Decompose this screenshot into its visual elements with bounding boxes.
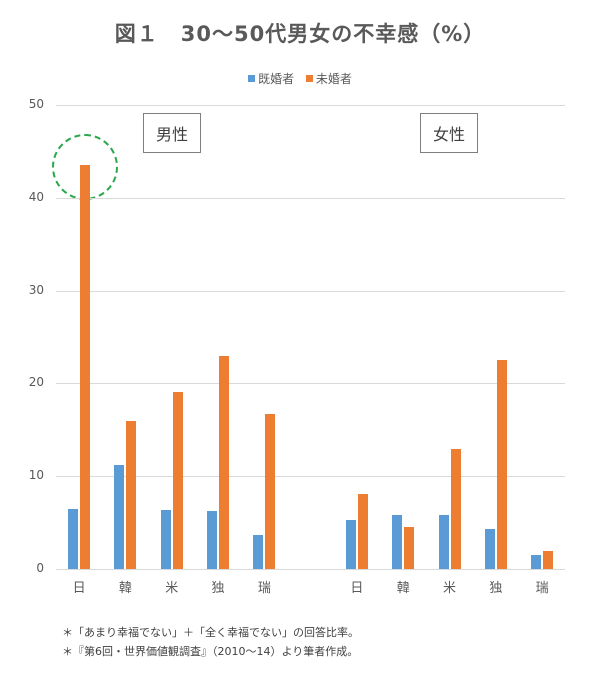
legend-swatch-married xyxy=(248,75,256,82)
bar-unmarried xyxy=(265,414,276,569)
gridline xyxy=(56,383,565,385)
y-tick-label: 30 xyxy=(28,282,44,297)
footnote-2: ＊『第6回・世界価値観調査』（2010〜14）より筆者作成。 xyxy=(62,645,359,658)
bar-unmarried xyxy=(126,421,137,569)
legend: 既婚者 未婚者 xyxy=(0,70,600,87)
bar-married xyxy=(160,509,171,569)
y-tick-label: 50 xyxy=(28,97,44,111)
legend-item-married: 既婚者 xyxy=(248,70,294,87)
chart-title: 図１ 30〜50代男女の不幸感（%） xyxy=(114,22,486,46)
x-tick-label: 日 xyxy=(350,581,364,596)
y-tick-label: 20 xyxy=(28,375,44,390)
footnote-1: ＊「あまり幸福でない」＋「全く幸福でない」の回答比率。 xyxy=(62,626,359,639)
bar-married xyxy=(345,519,356,569)
bar-married xyxy=(438,515,449,569)
gridline xyxy=(56,105,565,106)
x-tick-label: 独 xyxy=(211,581,225,596)
legend-label-unmarried: 未婚者 xyxy=(315,72,352,86)
x-tick-label: 独 xyxy=(489,581,503,596)
bar-married xyxy=(253,534,264,569)
bar-unmarried xyxy=(80,165,91,569)
y-tick-label: 40 xyxy=(28,189,44,204)
gridline xyxy=(56,290,565,292)
x-tick-label: 瑞 xyxy=(257,581,271,596)
bar-unmarried xyxy=(172,391,183,569)
bar-unmarried xyxy=(357,493,368,569)
gridline xyxy=(56,476,565,478)
bar-married xyxy=(114,465,125,569)
legend-item-unmarried: 未婚者 xyxy=(305,70,352,87)
x-tick-label: 米 xyxy=(165,581,179,596)
y-tick-label: 0 xyxy=(36,561,44,575)
bar-married xyxy=(484,529,495,569)
bar-unmarried xyxy=(450,449,461,569)
x-tick-label: 韓 xyxy=(396,581,410,596)
bar-unmarried xyxy=(496,360,507,569)
y-tick-label: 10 xyxy=(28,468,44,483)
bar-married xyxy=(531,555,542,569)
gridline xyxy=(56,197,565,199)
gridline xyxy=(56,569,565,570)
legend-label-married: 既婚者 xyxy=(258,72,295,86)
bar-unmarried xyxy=(219,355,230,569)
x-tick-label: 日 xyxy=(72,581,86,596)
legend-swatch-unmarried xyxy=(305,75,313,82)
bar-married xyxy=(207,510,218,569)
x-tick-label: 韓 xyxy=(118,581,132,596)
bar-married xyxy=(68,508,79,569)
group-label-female: 女性 xyxy=(420,113,478,153)
group-label-male: 男性 xyxy=(143,113,201,153)
x-tick-label: 瑞 xyxy=(535,581,549,596)
bar-married xyxy=(392,515,403,569)
bar-unmarried xyxy=(404,527,415,569)
x-tick-label: 米 xyxy=(443,581,457,596)
bar-unmarried xyxy=(543,551,554,569)
